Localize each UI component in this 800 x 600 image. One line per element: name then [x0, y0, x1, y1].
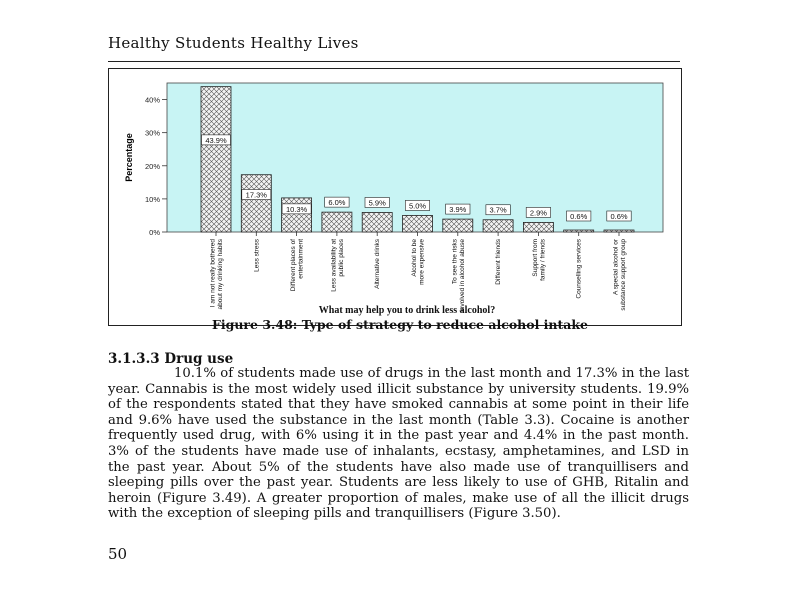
x-tick-label: Different places ofentertainment [290, 239, 305, 291]
bar [200, 86, 232, 233]
data-label: 3.7% [490, 206, 507, 215]
data-label: 17.3% [246, 190, 268, 199]
bar [482, 219, 514, 233]
data-label-box [485, 204, 511, 216]
bar [281, 197, 313, 233]
section-heading: 3.1.3.3 Drug use [108, 351, 234, 367]
data-label-box [241, 189, 272, 200]
header-rule [108, 61, 680, 62]
y-tick-label: 0% [149, 228, 160, 237]
y-tick-label: 10% [145, 195, 160, 204]
figure-box: 0% 10% 20% 30% 40% Percentage 43.9% I am not re… [108, 68, 682, 326]
data-label: 2.9% [530, 208, 547, 217]
x-tick-label: Less stress [253, 238, 260, 272]
x-tick-label: To see the risksinvolved in alcohol abus… [451, 238, 466, 311]
bar [402, 215, 433, 233]
data-label: 0.6% [570, 212, 587, 221]
bar [321, 211, 353, 233]
y-axis-title: Percentage [124, 133, 134, 182]
page-number: 50 [108, 545, 128, 563]
running-head: Healthy Students Healthy Lives [108, 34, 359, 52]
bar [603, 229, 635, 233]
data-label-box [445, 203, 471, 215]
bar [522, 221, 554, 233]
x-axis-title: What may help you to drink less alcohol? [319, 305, 495, 316]
x-tick-label: I am not really botheredabout my drinkin… [210, 238, 225, 309]
data-label: 10.3% [286, 205, 308, 214]
y-tick-label: 40% [145, 96, 160, 105]
bar [563, 229, 595, 233]
data-label: 43.9% [205, 136, 227, 145]
data-label: 5.9% [369, 198, 386, 207]
data-label: 3.9% [449, 205, 466, 214]
data-label-box [281, 203, 312, 215]
data-label-box [606, 210, 632, 222]
x-tick-label: Alcohol to bemore expensive [411, 239, 426, 285]
x-tick-label: Different friends [495, 238, 502, 285]
data-label: 5.0% [409, 201, 426, 210]
bar-chart: 0% 10% 20% 30% 40% Percentage 43.9% I am not re… [124, 82, 664, 316]
body-paragraph: 10.1% of students made use of drugs in t… [108, 366, 689, 522]
data-label-box [525, 207, 551, 218]
data-label: 0.6% [610, 212, 627, 221]
x-tick-label: A special alcohol orsubstance support gr… [613, 238, 628, 310]
bar [442, 218, 474, 233]
y-tick-label: 20% [145, 162, 160, 171]
x-tick-label: Counselling services [576, 238, 583, 298]
x-tick-label: Less availability atpublic places [330, 238, 345, 292]
bar [240, 174, 272, 233]
data-label-box [566, 210, 592, 222]
data-label-box [324, 196, 350, 208]
x-tick-label: Alternative drinks [374, 238, 381, 289]
data-label-box [404, 200, 430, 211]
bar [361, 212, 393, 233]
x-tick-label: Support fromfamily / friends [532, 238, 547, 281]
data-label-box [364, 197, 390, 208]
y-tick-label: 30% [145, 129, 160, 138]
figure-caption: Figure 3.48: Type of strategy to reduce … [211, 317, 589, 332]
data-label-box [201, 134, 231, 146]
data-label: 6.0% [328, 198, 345, 207]
